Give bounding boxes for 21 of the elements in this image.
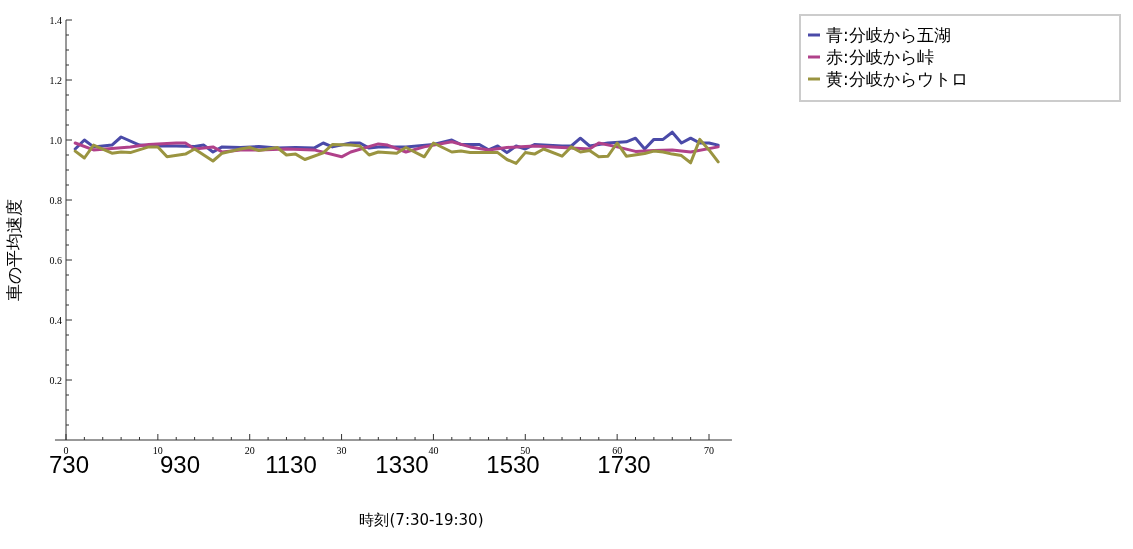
x-tick-label: 40: [428, 445, 439, 456]
x-tick-label: 70: [704, 445, 714, 456]
x-tick-label: 10: [152, 445, 163, 456]
y-axis-title: 車の平均速度: [4, 199, 24, 301]
y-tick-label: 1.2: [49, 74, 62, 86]
legend-label: 青:分岐から五湖: [826, 24, 951, 45]
y-tick-label: 0.2: [49, 374, 62, 386]
x-tick-label: 20: [244, 445, 255, 456]
y-tick-label: 0.4: [49, 314, 62, 326]
y-tick-label: 1.4: [49, 14, 62, 26]
x-axis-title: 時刻(7:30-19:30): [359, 511, 484, 529]
text: 1330: [375, 451, 429, 478]
x-tick-label: 30: [336, 445, 347, 456]
line-series: [73, 137, 720, 165]
x-tick-label: 0: [63, 445, 69, 456]
y-tick-label: 1.0: [49, 134, 62, 146]
legend-label: 赤:分岐から峠: [826, 46, 934, 67]
legend-label: 黄:分岐からウトロ: [826, 68, 968, 89]
y-tick-label: 0.8: [49, 194, 62, 206]
y-tick-label: 0.6: [49, 254, 62, 266]
text: 1130: [265, 451, 317, 478]
